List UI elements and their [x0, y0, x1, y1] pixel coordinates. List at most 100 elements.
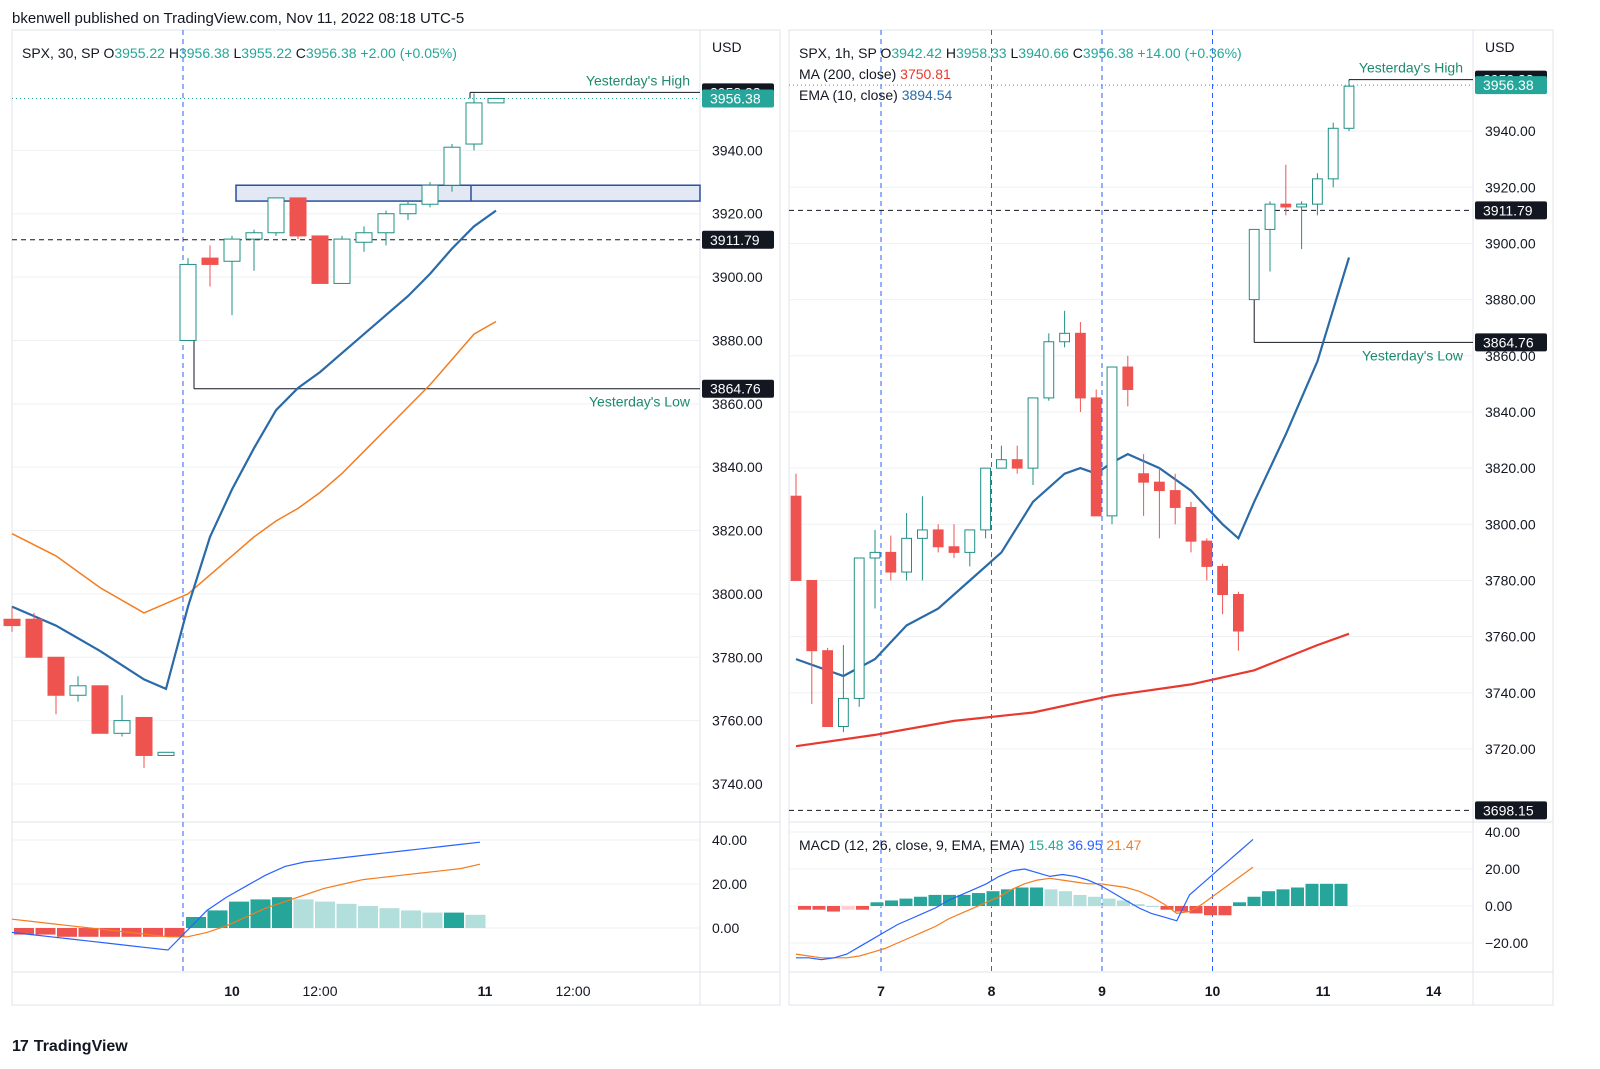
- candle-body: [1090, 397, 1102, 517]
- macd-signal-line: [11, 863, 481, 938]
- macd-histogram-bar: [957, 894, 971, 906]
- candle-body: [822, 650, 834, 728]
- candle-body: [1154, 481, 1165, 492]
- price-tick-label: 3840.00: [712, 459, 763, 475]
- macd-histogram-bar: [143, 928, 163, 937]
- macd-line: [796, 838, 1254, 961]
- price-badge: [702, 89, 774, 108]
- time-axis-label: 7: [877, 983, 885, 999]
- macd-histogram-bar: [1073, 894, 1087, 906]
- tradingview-logo-icon: 17: [12, 1038, 29, 1055]
- candle-body: [980, 467, 992, 531]
- time-axis-label: 12:00: [555, 983, 590, 999]
- time-axis-label: 8: [988, 983, 996, 999]
- macd-histogram-bar: [1233, 902, 1246, 906]
- candle-body: [1296, 203, 1307, 208]
- macd-histogram-bar: [1088, 896, 1101, 906]
- candle-body: [157, 751, 175, 756]
- macd-histogram-bar: [827, 906, 840, 912]
- time-axis-label: 9: [1098, 983, 1106, 999]
- candle-body: [91, 685, 109, 734]
- macd-histogram-bar: [885, 900, 898, 906]
- price-tick-label: 3760.00: [1485, 629, 1536, 645]
- panel-frame: [11, 29, 781, 1006]
- panel-frame: [788, 29, 1554, 1006]
- candle-body: [1201, 540, 1213, 567]
- candle-body: [311, 235, 329, 284]
- macd-histogram-bar: [207, 910, 228, 928]
- macd-histogram-bar: [1059, 891, 1072, 906]
- ohlc-key: O: [880, 45, 891, 61]
- candle-body: [1233, 594, 1244, 632]
- yesterday-low-label: Yesterday's Low: [1362, 347, 1464, 363]
- candle-body: [377, 213, 395, 234]
- ohlc-key: L: [1010, 45, 1018, 61]
- candle-body: [1043, 341, 1055, 399]
- candle-body: [1312, 178, 1323, 205]
- candle-body: [47, 656, 65, 696]
- price-tick-label: 3880.00: [712, 332, 763, 348]
- macd-histogram-bar: [78, 928, 99, 937]
- candle-body: [1169, 490, 1181, 508]
- price-tick-label: 3740.00: [1485, 685, 1536, 701]
- candle-body: [1075, 332, 1086, 399]
- macd-histogram-bar: [1175, 906, 1188, 912]
- candle-body: [201, 257, 219, 265]
- macd-histogram-bar: [57, 928, 77, 937]
- macd-histogram-bar: [1044, 889, 1058, 906]
- macd-histogram-bar: [1320, 883, 1333, 906]
- candle-body: [355, 232, 373, 243]
- macd-histogram-bar: [928, 894, 942, 906]
- price-badge-label: 3911.79: [710, 232, 760, 248]
- time-axis-label: 14: [1426, 983, 1442, 999]
- candle-body: [113, 720, 131, 734]
- candle-body: [289, 197, 307, 237]
- price-tick-label: 3780.00: [1485, 572, 1536, 588]
- macd-histogram-bar: [870, 902, 884, 906]
- price-tick-label: 3940.00: [1485, 123, 1536, 139]
- symbol-label: SPX, 30, SP: [22, 45, 103, 61]
- candle-body: [179, 263, 197, 341]
- price-tick-label: 3800.00: [1485, 516, 1536, 532]
- ohlc-value: 3956.38: [306, 45, 361, 61]
- tradingview-brand[interactable]: 17 TradingView: [12, 1038, 128, 1056]
- resistance-zone: [235, 184, 701, 202]
- candle-body: [465, 102, 483, 145]
- macd-signal-line: [795, 866, 1254, 959]
- price-tick-label: 3900.00: [1485, 235, 1536, 251]
- macd-histogram-bar: [250, 899, 271, 928]
- change-value: +14.00 (+0.36%): [1137, 45, 1241, 61]
- candle-body: [1280, 203, 1292, 208]
- macd-histogram-bar: [315, 901, 335, 928]
- ema10-line: [11, 209, 497, 691]
- candle-body: [1264, 203, 1276, 230]
- macd-histogram-bar: [1204, 906, 1217, 916]
- candle-body: [1217, 565, 1228, 596]
- macd-legend-name: MACD (12, 26, close, 9, EMA, EMA): [799, 837, 1029, 853]
- yesterday-low-label: Yesterday's Low: [589, 394, 691, 410]
- ohlc-value: 3942.42: [891, 45, 946, 61]
- ohlc-key: C: [296, 45, 306, 61]
- candle-body: [487, 97, 505, 104]
- macd-legend-value: 21.47: [1106, 837, 1141, 853]
- macd-histogram-bar: [336, 903, 357, 928]
- macd-tick-label: 20.00: [1485, 861, 1520, 877]
- ema-legend-value: 3894.54: [902, 87, 953, 103]
- price-badge: [1475, 76, 1547, 95]
- candle-body: [901, 537, 913, 573]
- time-axis-label: 11: [1316, 983, 1331, 999]
- macd-histogram-bar: [1117, 900, 1130, 906]
- candle-body: [1027, 397, 1039, 469]
- candle-body: [1185, 506, 1197, 542]
- ma-legend-name: MA (200, close): [799, 66, 900, 82]
- ohlc-value: 3940.66: [1018, 45, 1073, 61]
- candle-body: [1327, 127, 1339, 180]
- price-badge-label: 3864.76: [710, 381, 761, 397]
- candle-body: [1138, 473, 1149, 483]
- yesterday-high-label: Yesterday's High: [1359, 60, 1463, 76]
- currency-label: USD: [712, 39, 742, 55]
- macd-histogram-bar: [444, 912, 464, 928]
- candle-body: [69, 685, 87, 696]
- macd-histogram-bar: [465, 914, 486, 928]
